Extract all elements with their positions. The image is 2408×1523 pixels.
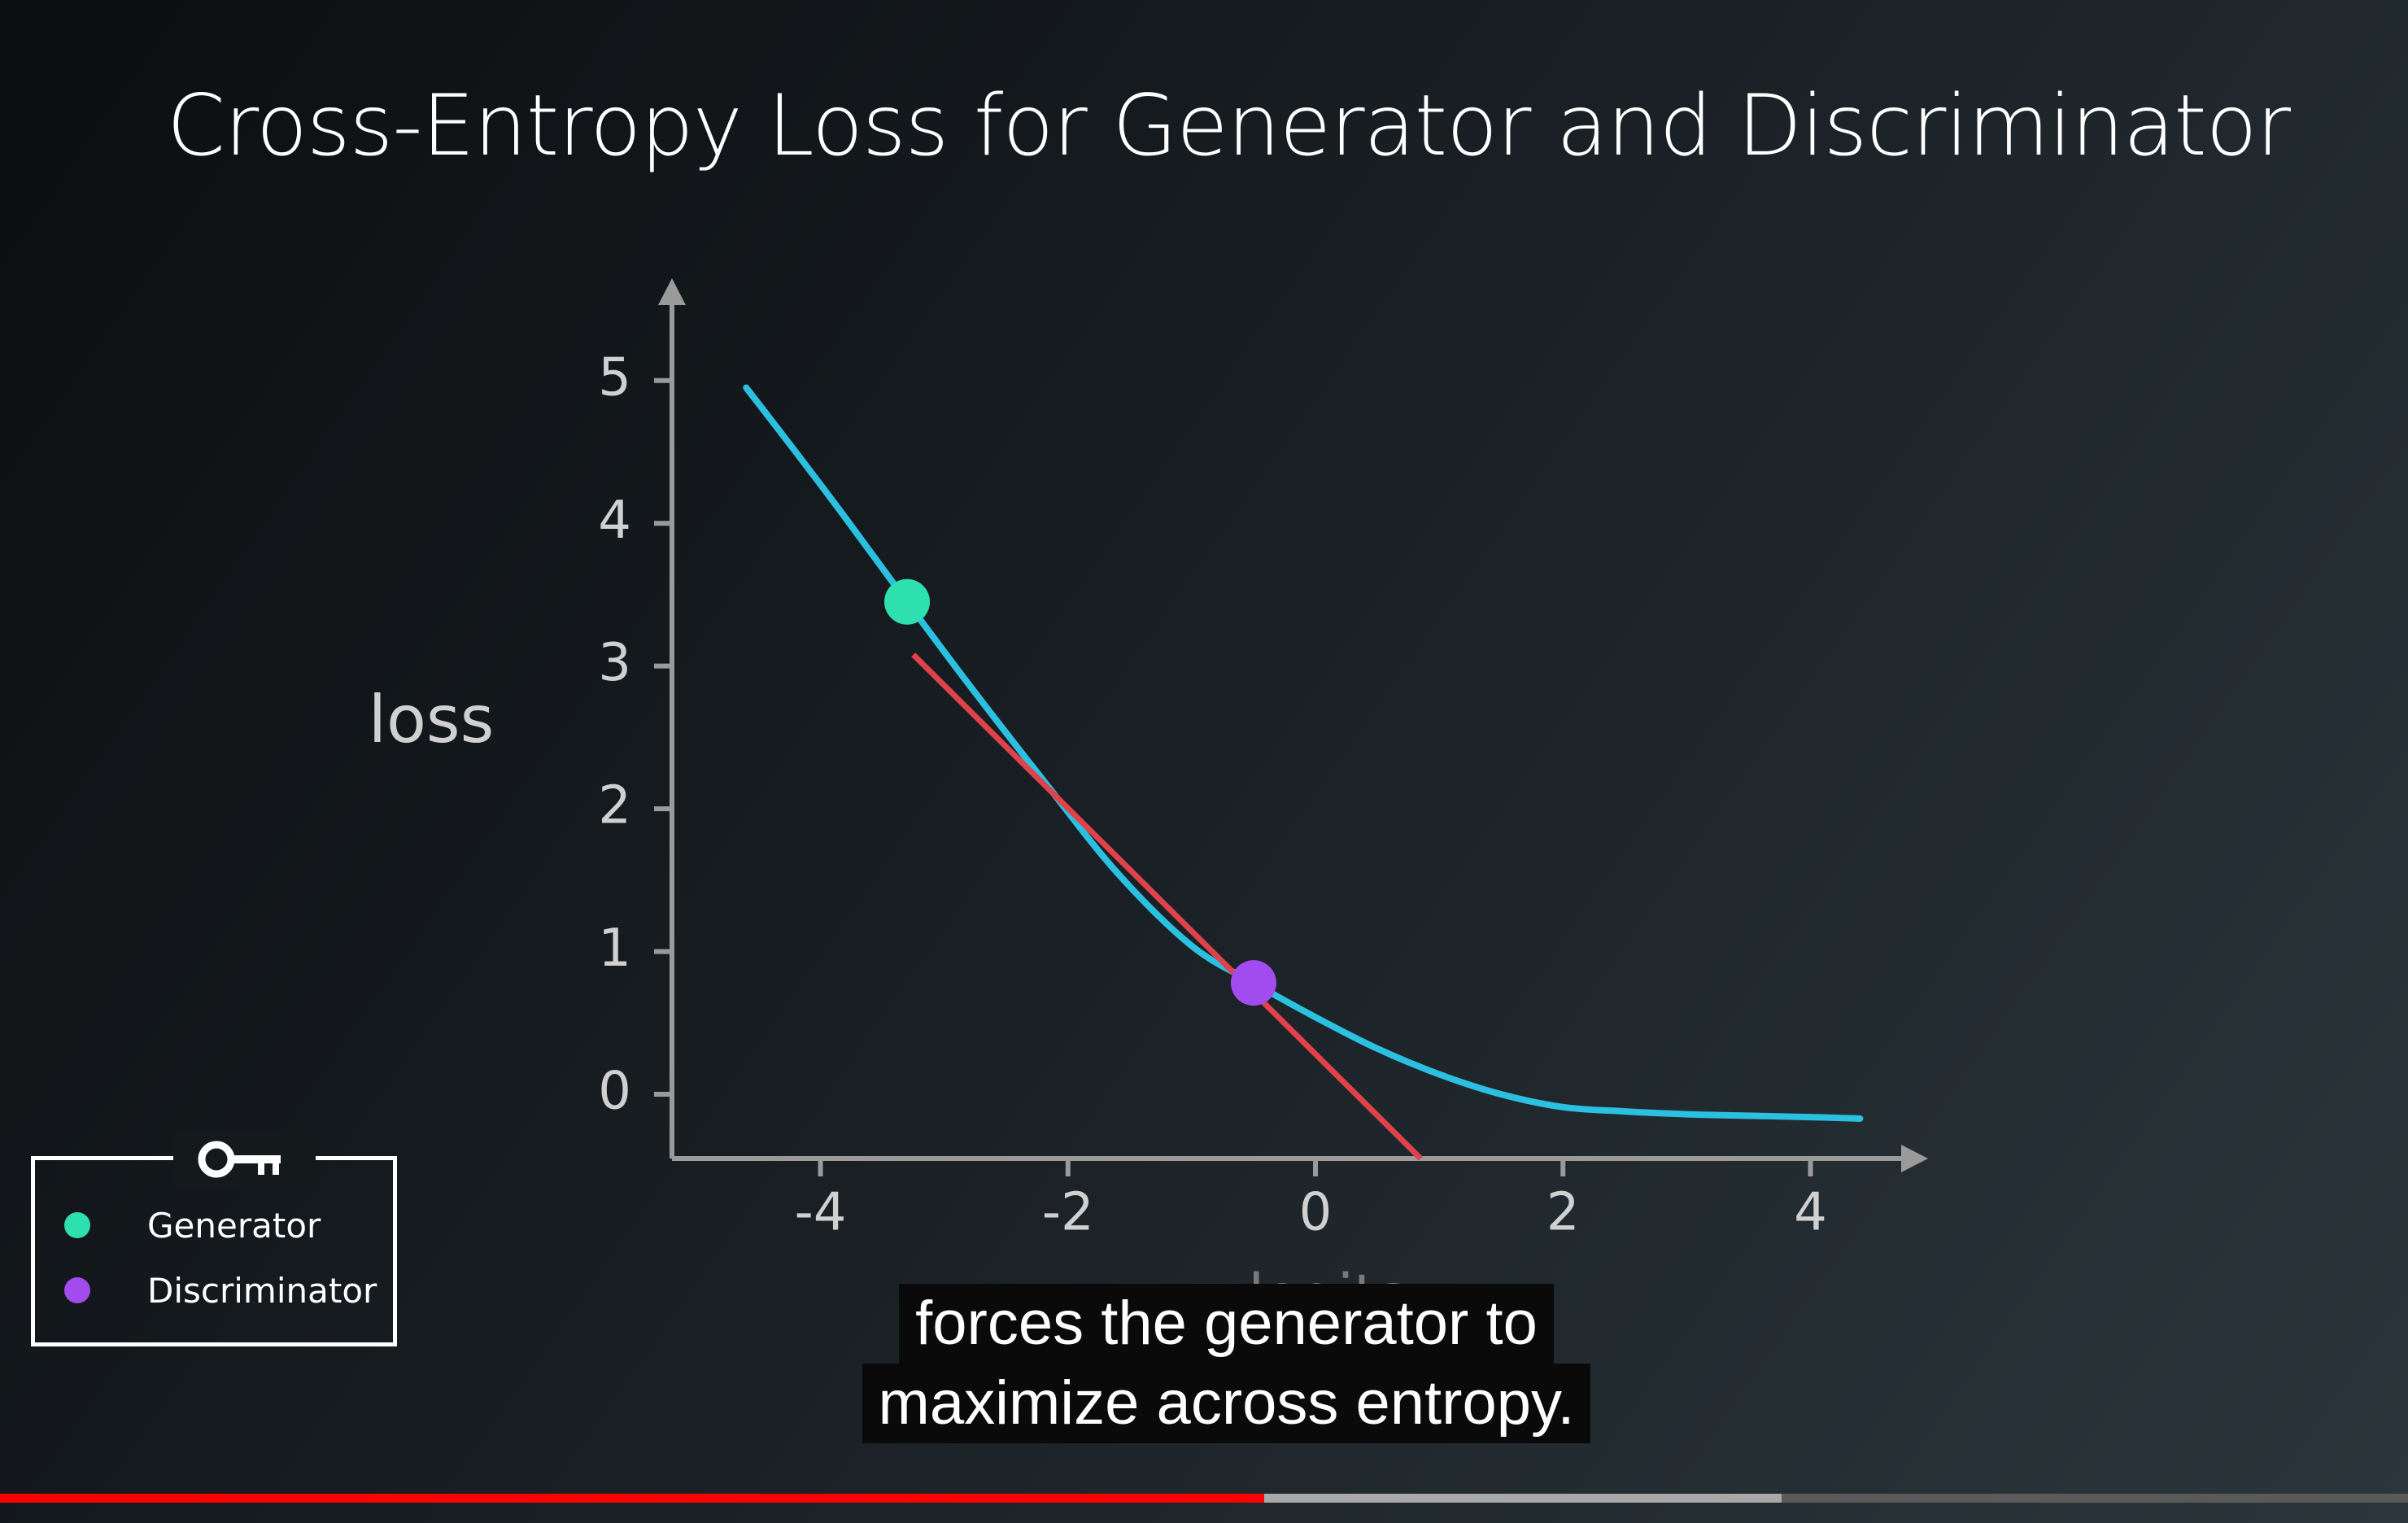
video-progress-bar[interactable] xyxy=(0,1494,2408,1503)
key-icon xyxy=(173,1131,316,1188)
generator-dot-icon xyxy=(64,1212,90,1238)
caption-line-2: maximize across entropy. xyxy=(862,1364,1591,1443)
discriminator-point xyxy=(1230,960,1276,1006)
x-tick-label: 0 xyxy=(1299,1183,1333,1243)
slide-title: Cross-Entropy Loss for Generator and Dis… xyxy=(166,77,2291,175)
discriminator-dot-icon xyxy=(64,1277,90,1303)
y-tick-label: 0 xyxy=(598,1062,631,1122)
y-tick-label: 3 xyxy=(598,633,631,693)
loss-curve-line xyxy=(743,384,1864,1122)
y-axis-label: loss xyxy=(369,682,495,757)
chart-points xyxy=(884,578,1276,1006)
legend-label-generator: Generator xyxy=(147,1205,321,1246)
caption-line-1: forces the generator to xyxy=(899,1284,1554,1364)
legend-label-discriminator: Discriminator xyxy=(147,1270,377,1311)
y-tick-label: 4 xyxy=(598,491,631,551)
y-axis-arrow-icon xyxy=(658,278,686,305)
x-tick-label: 2 xyxy=(1546,1183,1580,1243)
chart-series xyxy=(743,384,1864,1161)
y-tick-label: 5 xyxy=(598,347,631,408)
legend: Generator Discriminator xyxy=(31,1131,397,1346)
chart-axes: 0 1 2 3 4 5 -4 -2 0 2 4 xyxy=(598,278,1928,1243)
y-tick-label: 2 xyxy=(598,776,631,836)
x-tick-label: 4 xyxy=(1794,1183,1827,1243)
progress-played xyxy=(0,1494,1264,1503)
subtitle-caption: forces the generator to maximize across … xyxy=(0,1284,2408,1443)
tangent-line xyxy=(911,652,1423,1161)
x-tick-label: -4 xyxy=(795,1183,847,1243)
generator-point xyxy=(884,578,931,625)
x-axis-arrow-icon xyxy=(1901,1145,1928,1172)
x-tick-label: -2 xyxy=(1042,1183,1094,1243)
y-tick-label: 1 xyxy=(598,919,631,979)
